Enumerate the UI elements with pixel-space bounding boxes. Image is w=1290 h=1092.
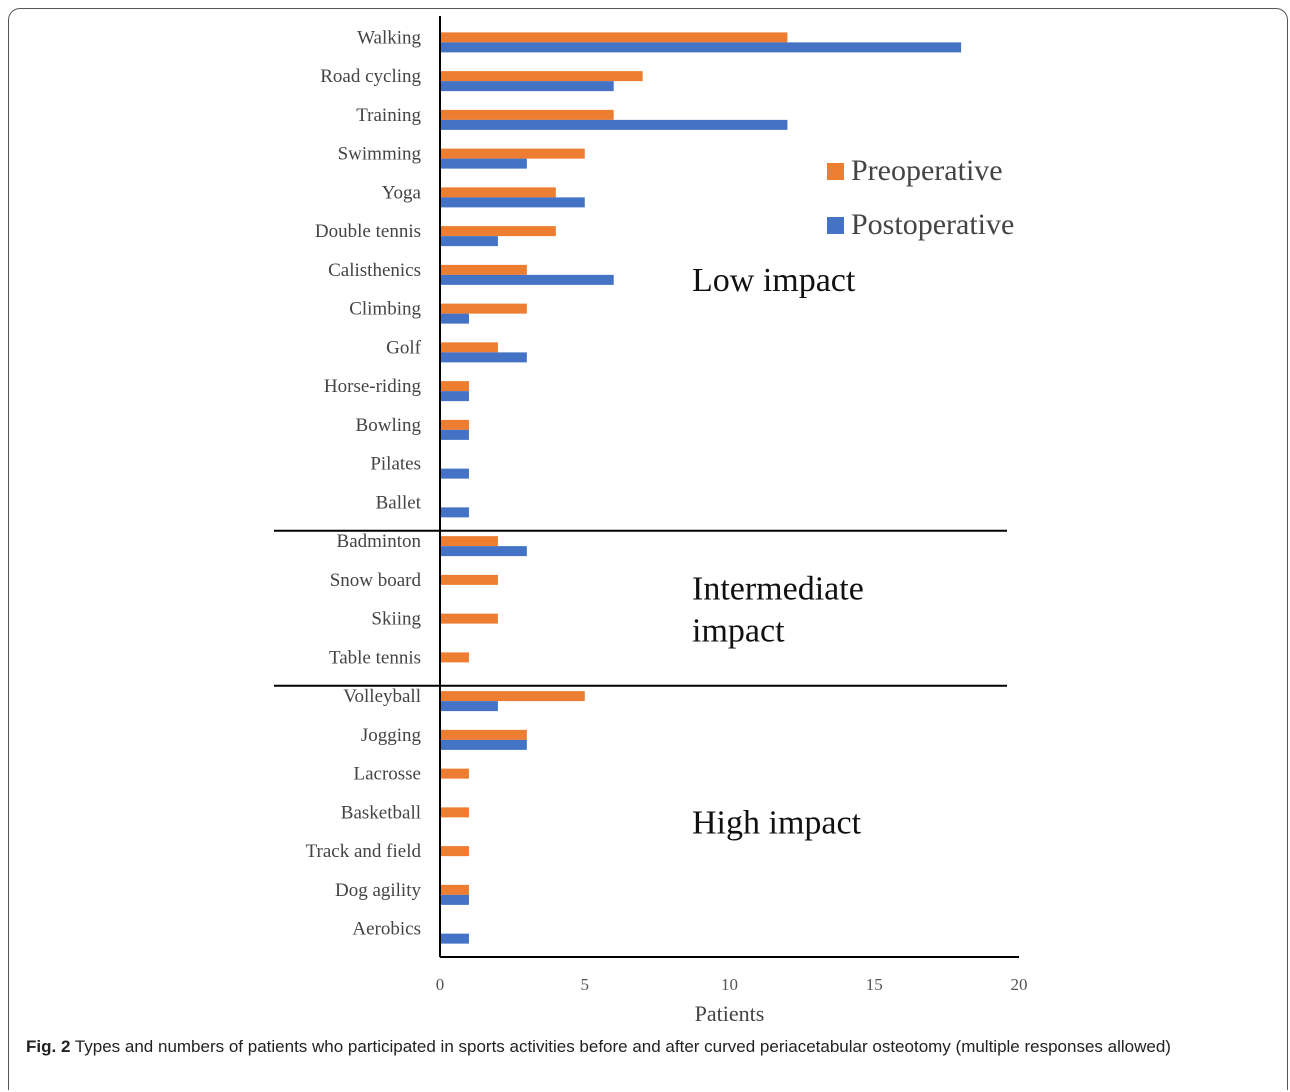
group-label-low-impact: Low impact bbox=[692, 262, 856, 299]
category-label-climbing: Climbing bbox=[349, 299, 421, 320]
bar-preoperative-yoga bbox=[440, 187, 556, 198]
category-label-walking: Walking bbox=[357, 27, 421, 48]
category-label-basketball: Basketball bbox=[341, 802, 421, 823]
category-label-table-tennis: Table tennis bbox=[329, 647, 421, 668]
bar-preoperative-road-cycling bbox=[440, 71, 643, 82]
x-tick-label-15: 15 bbox=[866, 975, 883, 994]
category-label-volleyball: Volleyball bbox=[343, 686, 421, 707]
category-label-training: Training bbox=[356, 105, 421, 126]
bar-preoperative-swimming bbox=[440, 148, 585, 159]
group-label-intermediate-impact-line-2: impact bbox=[692, 612, 785, 649]
x-tick-label-10: 10 bbox=[721, 975, 738, 994]
bar-preoperative-lacrosse bbox=[440, 768, 469, 779]
bar-preoperative-jogging bbox=[440, 729, 527, 740]
category-label-yoga: Yoga bbox=[382, 182, 422, 203]
category-label-pilates: Pilates bbox=[370, 454, 421, 475]
figure-label: Fig. 2 bbox=[26, 1037, 71, 1056]
bar-preoperative-horse-riding bbox=[440, 381, 469, 392]
bar-postoperative-climbing bbox=[440, 313, 469, 324]
bar-postoperative-aerobics bbox=[440, 933, 469, 944]
category-label-golf: Golf bbox=[386, 337, 422, 358]
category-label-jogging: Jogging bbox=[361, 725, 422, 746]
bar-preoperative-walking bbox=[440, 32, 788, 43]
bar-postoperative-horse-riding bbox=[440, 391, 469, 402]
legend-swatch-preoperative bbox=[827, 163, 844, 180]
category-label-ballet: Ballet bbox=[376, 492, 422, 513]
category-label-aerobics: Aerobics bbox=[352, 919, 421, 940]
bar-preoperative-double-tennis bbox=[440, 226, 556, 237]
bar-preoperative-climbing bbox=[440, 303, 527, 314]
category-label-snow-board: Snow board bbox=[330, 570, 422, 591]
category-label-track-and-field: Track and field bbox=[306, 841, 422, 862]
bar-preoperative-dog-agility bbox=[440, 884, 469, 895]
category-label-badminton: Badminton bbox=[337, 531, 422, 552]
bar-postoperative-golf bbox=[440, 352, 527, 363]
group-label-intermediate-impact-line-1: Intermediate bbox=[692, 570, 864, 607]
bar-preoperative-calisthenics bbox=[440, 264, 527, 275]
category-label-swimming: Swimming bbox=[338, 144, 422, 165]
bar-preoperative-basketball bbox=[440, 807, 469, 818]
legend-swatch-postoperative bbox=[827, 217, 844, 234]
bar-preoperative-training bbox=[440, 109, 614, 120]
bar-preoperative-skiing bbox=[440, 613, 498, 624]
bar-postoperative-swimming bbox=[440, 158, 527, 169]
bar-postoperative-road-cycling bbox=[440, 81, 614, 92]
figure-frame bbox=[8, 8, 1288, 1090]
legend-label-preoperative: Preoperative bbox=[851, 154, 1003, 187]
bar-postoperative-volleyball bbox=[440, 701, 498, 712]
bar-postoperative-training bbox=[440, 119, 788, 130]
bar-chart: Walking Road cycling Training Swimming Yoga D… bbox=[274, 16, 1028, 1026]
bar-preoperative-track-and-field bbox=[440, 846, 469, 857]
bar-preoperative-snow-board bbox=[440, 574, 498, 585]
bar-preoperative-badminton bbox=[440, 536, 498, 547]
bar-postoperative-badminton bbox=[440, 546, 527, 557]
bar-postoperative-double-tennis bbox=[440, 236, 498, 247]
bar-postoperative-walking bbox=[440, 42, 962, 53]
bar-preoperative-volleyball bbox=[440, 691, 585, 702]
bar-postoperative-calisthenics bbox=[440, 274, 614, 285]
category-label-dog-agility: Dog agility bbox=[335, 880, 422, 901]
category-label-double-tennis: Double tennis bbox=[315, 221, 421, 242]
bar-preoperative-table-tennis bbox=[440, 652, 469, 663]
bar-preoperative-bowling bbox=[440, 419, 469, 430]
bar-postoperative-ballet bbox=[440, 507, 469, 518]
bar-postoperative-dog-agility bbox=[440, 894, 469, 905]
category-label-skiing: Skiing bbox=[371, 609, 421, 630]
bar-preoperative-golf bbox=[440, 342, 498, 353]
category-label-horse-riding: Horse-riding bbox=[324, 376, 422, 397]
legend-label-postoperative: Postoperative bbox=[851, 208, 1014, 241]
category-label-road-cycling: Road cycling bbox=[320, 66, 421, 87]
category-label-bowling: Bowling bbox=[356, 415, 422, 436]
x-tick-label-5: 5 bbox=[581, 975, 590, 994]
x-tick-label-0: 0 bbox=[436, 975, 445, 994]
group-label-high-impact: High impact bbox=[692, 804, 862, 841]
bar-postoperative-jogging bbox=[440, 739, 527, 750]
bar-postoperative-bowling bbox=[440, 429, 469, 440]
category-label-calisthenics: Calisthenics bbox=[328, 260, 421, 281]
category-label-lacrosse: Lacrosse bbox=[353, 764, 421, 785]
caption-text: Types and numbers of patients who partic… bbox=[70, 1037, 1171, 1056]
figure-caption: Fig. 2 Types and numbers of patients who… bbox=[26, 1036, 1266, 1058]
x-axis-title: Patients bbox=[695, 1001, 765, 1026]
x-tick-label-20: 20 bbox=[1011, 975, 1028, 994]
bar-postoperative-pilates bbox=[440, 468, 469, 479]
bar-postoperative-yoga bbox=[440, 197, 585, 208]
